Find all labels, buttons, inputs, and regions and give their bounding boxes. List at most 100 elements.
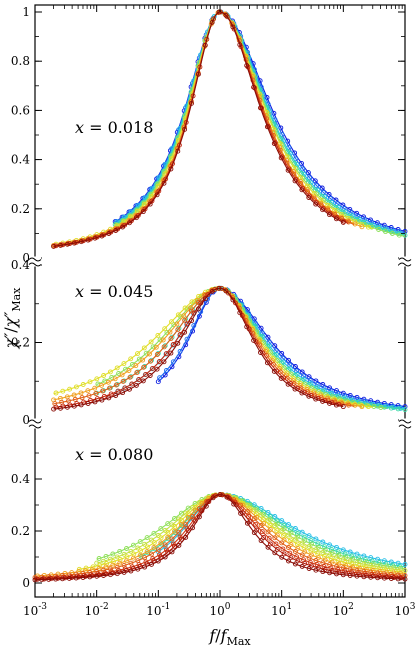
- data-point: [251, 530, 257, 536]
- data-point: [258, 350, 263, 355]
- series: [34, 492, 406, 579]
- y-tick-label: 1: [22, 5, 30, 19]
- data-point: [142, 555, 148, 561]
- data-point: [158, 540, 164, 546]
- data-point: [157, 359, 162, 364]
- panel-label: x = 0.080: [75, 445, 153, 464]
- data-point: [80, 382, 86, 387]
- data-point: [285, 381, 291, 387]
- y-tick-label: 0: [22, 576, 30, 590]
- data-point: [170, 541, 176, 547]
- data-point: [157, 552, 163, 558]
- y-tick-label: 0.4: [11, 153, 30, 167]
- data-point: [165, 529, 171, 535]
- data-point: [55, 575, 61, 581]
- data-point: [141, 364, 147, 370]
- data-point: [272, 535, 278, 541]
- data-point: [115, 388, 121, 394]
- data-point: [292, 178, 298, 184]
- data-point: [73, 575, 79, 581]
- series: [76, 492, 406, 575]
- series-line: [114, 11, 406, 236]
- series-line: [114, 11, 406, 232]
- data-point: [107, 566, 113, 572]
- data-point: [140, 378, 146, 384]
- data-point: [155, 547, 161, 553]
- data-point: [191, 323, 197, 329]
- data-point: [51, 406, 57, 412]
- data-point: [292, 364, 298, 369]
- data-point: [299, 552, 305, 558]
- data-point: [286, 558, 291, 564]
- data-point: [143, 350, 149, 356]
- data-point: [53, 576, 59, 582]
- data-point: [133, 215, 139, 221]
- data-point: [162, 343, 168, 349]
- data-point: [281, 533, 287, 538]
- data-point: [336, 401, 342, 407]
- data-point: [388, 405, 394, 411]
- data-point: [359, 404, 365, 410]
- data-point: [216, 9, 222, 15]
- data-point: [274, 546, 280, 552]
- data-point: [58, 242, 63, 248]
- data-point: [71, 392, 77, 398]
- series: [51, 9, 346, 249]
- data-point: [292, 526, 298, 531]
- data-point: [347, 573, 353, 578]
- data-point: [134, 370, 140, 376]
- data-point: [281, 522, 287, 528]
- data-point: [309, 563, 314, 569]
- data-point: [312, 178, 318, 184]
- data-point: [264, 360, 270, 366]
- data-point: [161, 180, 167, 186]
- data-point: [67, 386, 73, 392]
- data-point: [182, 329, 188, 335]
- y-tick-label: 0: [22, 413, 30, 427]
- axis-break-mark: [398, 262, 412, 267]
- data-point: [144, 549, 150, 555]
- data-point: [230, 24, 236, 30]
- data-point: [217, 492, 223, 498]
- data-point: [320, 207, 326, 213]
- data-point: [258, 105, 263, 111]
- data-point: [309, 552, 314, 558]
- data-point: [224, 14, 230, 20]
- data-point: [96, 572, 102, 578]
- data-point: [320, 539, 326, 545]
- data-point: [144, 544, 150, 550]
- data-point: [114, 554, 120, 560]
- data-point: [165, 534, 171, 540]
- data-point: [313, 536, 319, 542]
- data-point: [135, 351, 140, 357]
- x-axis-title: f/fMax: [208, 626, 251, 648]
- series-line: [96, 494, 406, 572]
- data-point: [327, 570, 333, 576]
- data-point: [333, 402, 339, 408]
- data-point: [205, 292, 211, 298]
- data-point: [288, 537, 293, 543]
- data-point: [121, 551, 127, 557]
- data-point: [306, 393, 312, 399]
- y-tick-label: 0.2: [11, 524, 30, 538]
- data-point: [315, 565, 321, 571]
- data-point: [72, 396, 78, 402]
- data-point: [306, 533, 312, 539]
- series-line: [53, 287, 344, 408]
- data-point: [294, 368, 300, 374]
- data-point: [137, 539, 143, 545]
- data-point: [107, 556, 113, 562]
- data-point: [119, 372, 125, 378]
- data-point: [99, 397, 105, 403]
- data-point: [286, 357, 291, 363]
- data-point: [292, 386, 298, 392]
- y-tick-label: 0: [22, 251, 30, 265]
- data-point: [274, 521, 280, 527]
- x-tick-label: 103: [394, 602, 415, 618]
- data-point: [83, 565, 89, 571]
- data-point: [150, 344, 156, 350]
- data-point: [181, 313, 187, 319]
- x-tick-label: 10-3: [23, 602, 47, 618]
- data-point: [313, 547, 319, 553]
